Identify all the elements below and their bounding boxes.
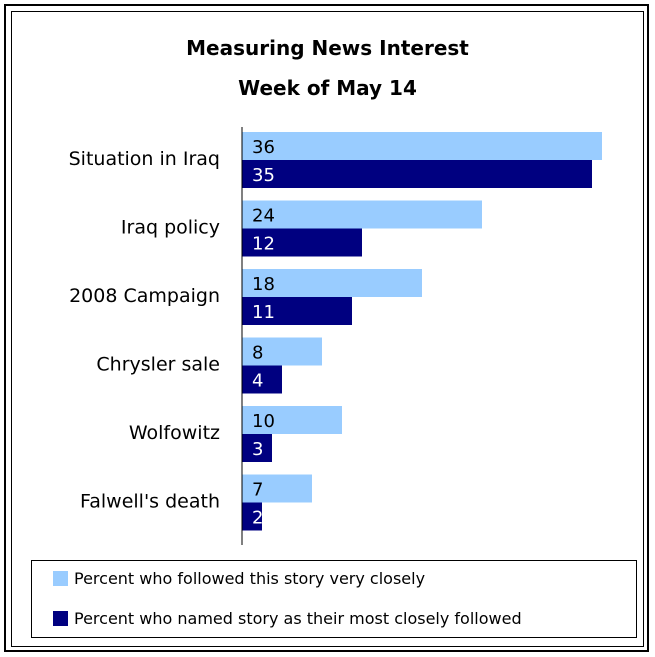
data-label-falwell-s-death-most: 2	[252, 508, 263, 529]
data-label-iraq-policy-most: 12	[252, 234, 275, 255]
category-label-falwell-s-death: Falwell's death	[80, 491, 220, 513]
legend-label-most: Percent who named story as their most cl…	[74, 608, 522, 628]
bar-chrysler-sale-most	[242, 365, 282, 394]
data-label-wolfowitz-most: 3	[252, 439, 263, 460]
data-label-wolfowitz-closely: 10	[252, 411, 275, 432]
category-label-wolfowitz: Wolfowitz	[129, 422, 220, 444]
chart-inner-frame	[11, 11, 644, 647]
legend: Percent who followed this story very clo…	[31, 560, 637, 638]
data-label-iraq-policy-closely: 24	[252, 206, 275, 227]
legend-swatch-closely	[53, 570, 68, 586]
bar-wolfowitz-most	[242, 434, 272, 462]
bar-2008-campaign-closely	[242, 269, 422, 297]
data-label-chrysler-sale-closely: 8	[252, 343, 263, 364]
data-label-chrysler-sale-most: 4	[252, 371, 263, 392]
data-label-falwell-s-death-closely: 7	[252, 480, 263, 501]
data-label-2008-campaign-closely: 18	[252, 274, 275, 295]
bar-falwell-s-death-most	[242, 502, 262, 531]
chart-outer-frame	[4, 4, 649, 652]
bar-chrysler-sale-closely	[242, 337, 322, 366]
bar-falwell-s-death-closely	[242, 474, 312, 503]
data-label-situation-in-iraq-closely: 36	[252, 137, 275, 158]
bar-wolfowitz-closely	[242, 406, 342, 434]
chart-title: Measuring News Interest	[186, 36, 469, 60]
bar-iraq-policy-closely	[242, 200, 482, 229]
bar-situation-in-iraq-closely	[242, 132, 602, 160]
category-label-2008-campaign: 2008 Campaign	[69, 285, 220, 307]
category-label-chrysler-sale: Chrysler sale	[96, 354, 220, 376]
bar-2008-campaign-most	[242, 297, 352, 325]
legend-label-closely: Percent who followed this story very clo…	[74, 568, 426, 588]
data-label-2008-campaign-most: 11	[252, 302, 275, 323]
legend-item-closely: Percent who followed this story very clo…	[53, 567, 425, 589]
data-label-situation-in-iraq-most: 35	[252, 165, 275, 186]
bar-iraq-policy-most	[242, 228, 362, 257]
category-label-situation-in-iraq: Situation in Iraq	[69, 148, 220, 170]
legend-item-most: Percent who named story as their most cl…	[53, 607, 522, 629]
bar-situation-in-iraq-most	[242, 160, 592, 188]
chart-subtitle: Week of May 14	[238, 76, 417, 100]
category-label-iraq-policy: Iraq policy	[121, 217, 220, 239]
legend-swatch-most	[53, 610, 68, 626]
